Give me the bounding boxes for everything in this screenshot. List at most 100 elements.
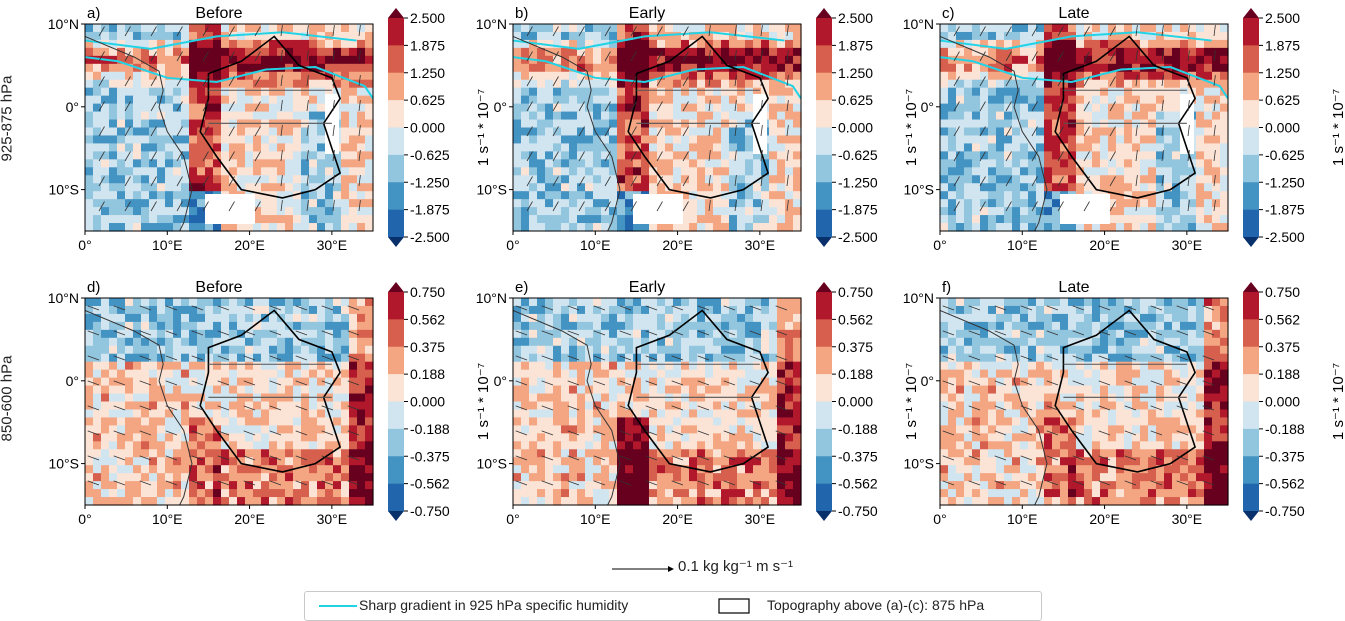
heatmap-cell [349,24,358,33]
heatmap-cell [1020,71,1029,81]
heatmap-cell [940,103,949,113]
wind-vector [578,101,585,112]
heatmap-cell [269,135,278,145]
heatmap-cell [101,207,110,216]
colorbar-tick-label: -2.500 [410,229,450,245]
wind-vector [165,455,178,461]
wind-vector [139,305,152,311]
heatmap-cell [948,119,957,129]
heatmap-cell [101,95,110,105]
heatmap-cell [141,337,150,347]
heatmap-cell [125,159,134,168]
heatmap-cell [301,385,310,395]
heatmap-cell [1060,159,1069,168]
wind-vector [526,126,533,137]
heatmap-cell [561,401,570,411]
heatmap-cell [165,135,174,145]
heatmap-cell [585,127,594,137]
heatmap-cell [697,47,706,57]
wind-vector [786,25,789,37]
heatmap-cell [1100,103,1109,113]
wind-vector [113,405,126,411]
heatmap-cell [1172,127,1181,137]
heatmap-cell [721,361,730,371]
heatmap-cell [753,441,762,450]
heatmap-cell [1012,24,1021,33]
heatmap-cell [777,207,786,216]
heatmap-cell [988,199,997,208]
heatmap-cell [745,71,754,81]
heatmap-cell [657,313,666,323]
heatmap-cell [317,473,326,482]
heatmap-cell [649,425,658,434]
heatmap-cell [1124,47,1133,57]
heatmap-cell [277,489,286,498]
heatmap-cell [93,385,102,395]
heatmap-cell [609,425,618,434]
heatmap-cell [1124,223,1133,232]
heatmap-cell [1140,175,1149,184]
heatmap-cell [1004,79,1013,89]
heatmap-cell [341,321,350,331]
heatmap-cell [777,167,786,176]
wind-vector [979,201,986,212]
heatmap-cell [1068,175,1077,184]
heatmap-cell [521,353,530,363]
wind-vector [254,126,261,137]
heatmap-cell [1012,191,1021,200]
heatmap-cell [141,167,150,176]
heatmap-cell [165,385,174,395]
heatmap-cell [1180,47,1189,57]
heatmap-cell [189,465,198,474]
wind-vector [552,51,559,62]
heatmap-cell [173,409,182,419]
heatmap-cell [705,95,714,105]
heatmap-cell [189,321,198,331]
heatmap-cell [521,345,530,355]
heatmap-cell [721,329,730,339]
basin-outline [1054,35,1197,199]
heatmap-cell [117,55,126,65]
heatmap-cell [317,457,326,466]
heatmap-cell [1116,183,1125,192]
heatmap-cell [237,183,246,192]
heatmap-cell [625,95,634,105]
heatmap-cell [141,71,150,81]
heatmap-cell [753,433,762,442]
heatmap-cell [197,425,206,434]
heatmap-cell [729,127,738,137]
heatmap-cell [117,441,126,450]
heatmap-cell [125,298,134,307]
heatmap-cell [729,401,738,411]
heatmap-cell [229,143,238,152]
heatmap-cell [1188,167,1197,176]
heatmap-cell [761,353,770,363]
heatmap-cell [713,215,722,224]
heatmap-cell [601,393,610,403]
heatmap-cell [93,47,102,57]
heatmap-cell [149,497,158,506]
heatmap-cell [585,183,594,192]
heatmap-cell [1052,127,1061,137]
heatmap-cell [785,433,794,442]
heatmap-cell [261,473,270,482]
heatmap-cell [317,497,326,506]
heatmap-cell [365,441,374,450]
heatmap-cell [189,183,198,192]
heatmap-cell [1124,199,1133,208]
heatmap-cell [141,119,150,129]
heatmap-cell [173,191,182,200]
heatmap-cell [964,79,973,89]
heatmap-cell [309,361,318,371]
heatmap-cell [673,79,682,89]
heatmap-cell [713,71,722,81]
heatmap-cell [785,111,794,121]
wind-vector [604,126,611,137]
heatmap-cell [1084,111,1093,121]
heatmap-cell [125,457,134,466]
heatmap-cell [609,39,618,49]
heatmap-cell [261,425,270,434]
heatmap-cell [745,409,754,419]
heatmap-cell [85,71,94,81]
heatmap-cell [149,207,158,216]
